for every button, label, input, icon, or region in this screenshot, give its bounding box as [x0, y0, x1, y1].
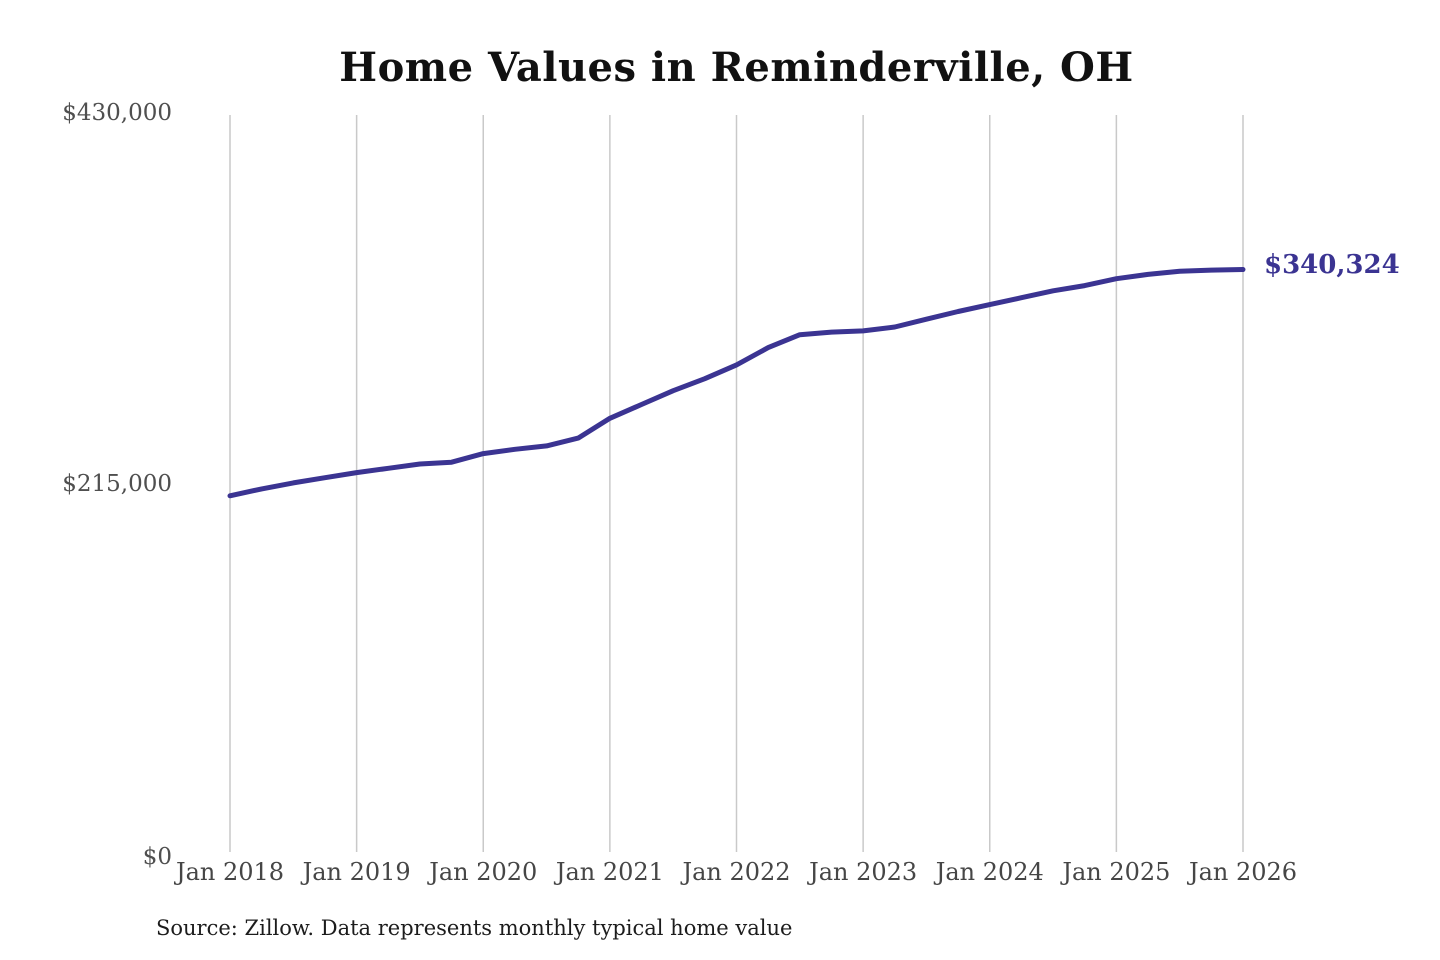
x-axis-label: Jan 2021 — [555, 858, 664, 886]
y-axis-label-430000: $430,000 — [62, 100, 172, 126]
x-axis-label: Jan 2020 — [429, 858, 538, 886]
x-axis-label: Jan 2024 — [935, 858, 1044, 886]
y-axis-label-0: $0 — [142, 844, 172, 870]
chart-title: Home Values in Reminderville, OH — [339, 44, 1134, 91]
x-axis-label: Jan 2025 — [1062, 858, 1171, 886]
current-value-label: $340,324 — [1264, 250, 1400, 280]
y-axis-label-215000: $215,000 — [62, 471, 172, 497]
x-axis-label: Jan 2022 — [682, 858, 791, 886]
source-attribution: Source: Zillow. Data represents monthly … — [156, 916, 793, 940]
plot-area — [227, 115, 1246, 856]
x-axis-label: Jan 2018 — [175, 858, 285, 886]
x-axis-label: Jan 2023 — [809, 858, 918, 886]
x-axis-label: Jan 2019 — [302, 858, 411, 886]
x-axis-label: Jan 2026 — [1188, 858, 1298, 886]
home-values-line-chart — [227, 115, 1246, 852]
home-value-line — [227, 267, 1246, 499]
